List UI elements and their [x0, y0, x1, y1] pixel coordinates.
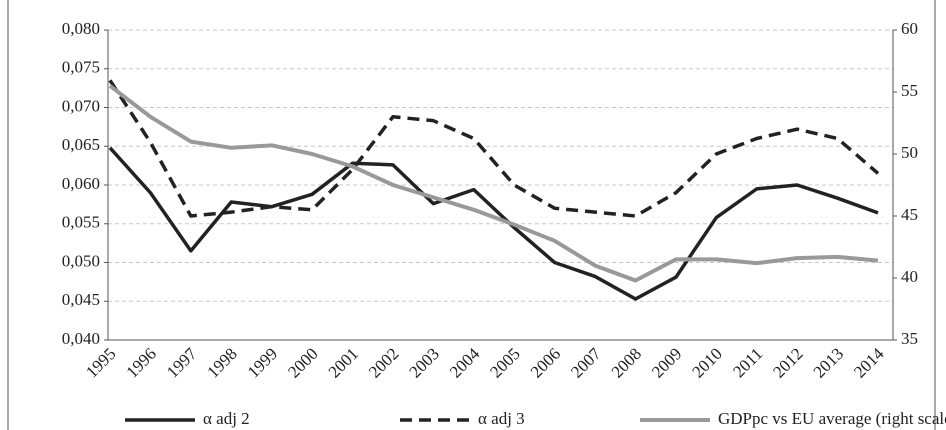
x-tick-label: 1996 — [123, 344, 160, 381]
y-tick-label: 0,070 — [62, 96, 100, 115]
y-tick-label: 0,050 — [62, 251, 100, 270]
y-tick-label: 0,065 — [62, 135, 100, 154]
x-tick-label: 2000 — [284, 344, 321, 381]
x-tick-label: 2004 — [446, 344, 484, 382]
y-tick-label: 0,060 — [62, 174, 100, 193]
y2-tick-label: 60 — [901, 19, 918, 38]
y-tick-label: 0,045 — [62, 290, 100, 309]
x-tick-label: 2005 — [486, 344, 523, 381]
x-tick-label: 2009 — [648, 344, 685, 381]
legend-label: GDPpc vs EU average (right scale) — [718, 409, 946, 428]
x-tick-label: 2002 — [365, 344, 402, 381]
y-tick-label: 0,080 — [62, 19, 100, 38]
y-tick-label: 0,075 — [62, 58, 100, 77]
y-tick-label: 0,055 — [62, 213, 100, 232]
series-line — [108, 84, 879, 283]
x-tick-label: 2012 — [769, 344, 806, 381]
x-tick-label: 2010 — [688, 344, 725, 381]
y2-tick-label: 45 — [901, 205, 918, 224]
y-tick-label: 0,040 — [62, 329, 100, 348]
y2-tick-label: 40 — [901, 267, 918, 286]
x-tick-label: 1995 — [82, 344, 119, 381]
y2-tick-label: 55 — [901, 81, 918, 100]
series-line — [108, 79, 880, 218]
x-tick-label: 2013 — [810, 344, 847, 381]
x-tick-label: 2007 — [567, 344, 605, 382]
y2-tick-label: 35 — [901, 329, 918, 348]
x-tick-label: 1997 — [163, 344, 201, 382]
legend-label: α adj 2 — [203, 409, 250, 428]
x-tick-label: 2003 — [405, 344, 442, 381]
x-tick-label: 1998 — [203, 344, 240, 381]
x-tick-label: 2008 — [608, 344, 645, 381]
x-tick-label: 1999 — [244, 344, 281, 381]
x-tick-label: 2011 — [729, 344, 766, 381]
x-tick-label: 2014 — [850, 344, 888, 382]
x-tick-label: 2006 — [527, 344, 564, 381]
legend-label: α adj 3 — [478, 409, 525, 428]
y2-tick-label: 50 — [901, 143, 918, 162]
series-line — [108, 146, 879, 301]
x-tick-label: 2001 — [325, 344, 362, 381]
